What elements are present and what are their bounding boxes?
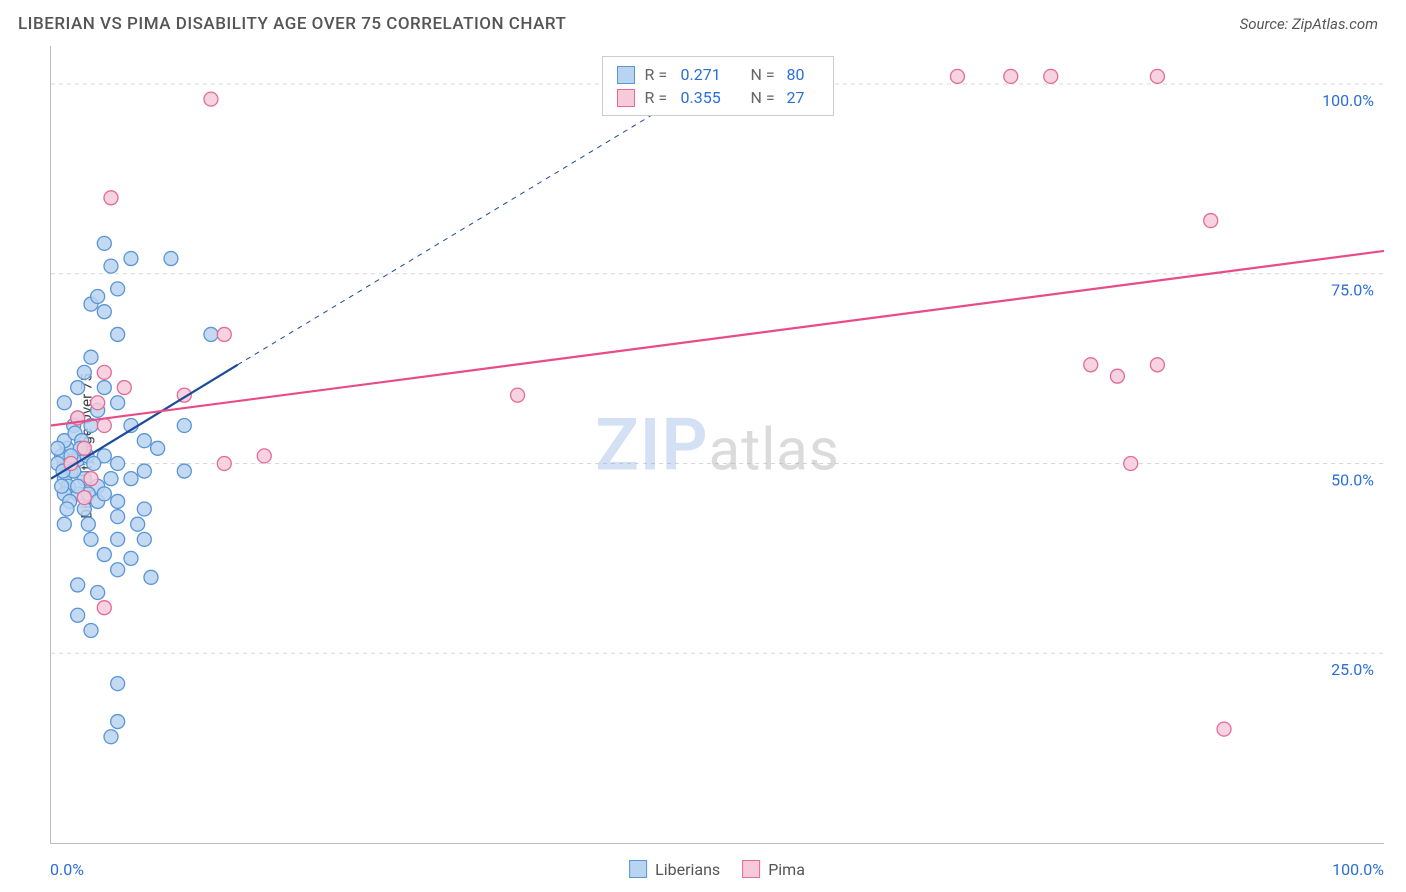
r-label: R = xyxy=(645,88,671,107)
legend-swatch xyxy=(742,860,760,878)
legend-swatch xyxy=(617,89,635,107)
legend-swatch xyxy=(617,66,635,84)
n-label: N = xyxy=(751,65,777,84)
legend-swatch xyxy=(629,860,647,878)
n-label: N = xyxy=(751,88,777,107)
svg-text:100.0%: 100.0% xyxy=(1322,91,1374,110)
svg-text:25.0%: 25.0% xyxy=(1331,660,1374,679)
stats-legend-row: R = 0.271 N = 80 xyxy=(613,63,823,86)
svg-text:50.0%: 50.0% xyxy=(1331,470,1374,489)
legend-label: Liberians xyxy=(655,860,720,879)
series-legend: Liberians Pima xyxy=(629,860,805,879)
x-axis-min-label: 0.0% xyxy=(50,860,84,879)
legend-label: Pima xyxy=(768,860,805,879)
chart-area: 25.0%50.0%75.0%100.0% ZIPatlas R =0.271N… xyxy=(50,46,1384,844)
stats-legend: R = 0.271 N = 80 R = 0.355 N = 27 xyxy=(602,56,834,116)
r-label: R = xyxy=(645,65,671,84)
legend-item: Liberians xyxy=(629,860,720,879)
scatter-plot: 25.0% 50.0% 75.0% 100.0% xyxy=(51,46,1384,843)
r-value: 0.355 xyxy=(681,88,731,107)
r-value: 0.271 xyxy=(681,65,731,84)
stats-legend-row: R = 0.355 N = 27 xyxy=(613,86,823,109)
chart-title: LIBERIAN VS PIMA DISABILITY AGE OVER 75 … xyxy=(18,14,566,34)
legend-item: Pima xyxy=(742,860,805,879)
bottom-bar: 0.0% Liberians Pima 100.0% xyxy=(50,854,1384,884)
x-axis-max-label: 100.0% xyxy=(1332,860,1384,879)
source-label: Source: ZipAtlas.com xyxy=(1240,15,1378,33)
n-value: 27 xyxy=(787,88,819,107)
n-value: 80 xyxy=(787,65,819,84)
svg-text:75.0%: 75.0% xyxy=(1331,281,1374,300)
